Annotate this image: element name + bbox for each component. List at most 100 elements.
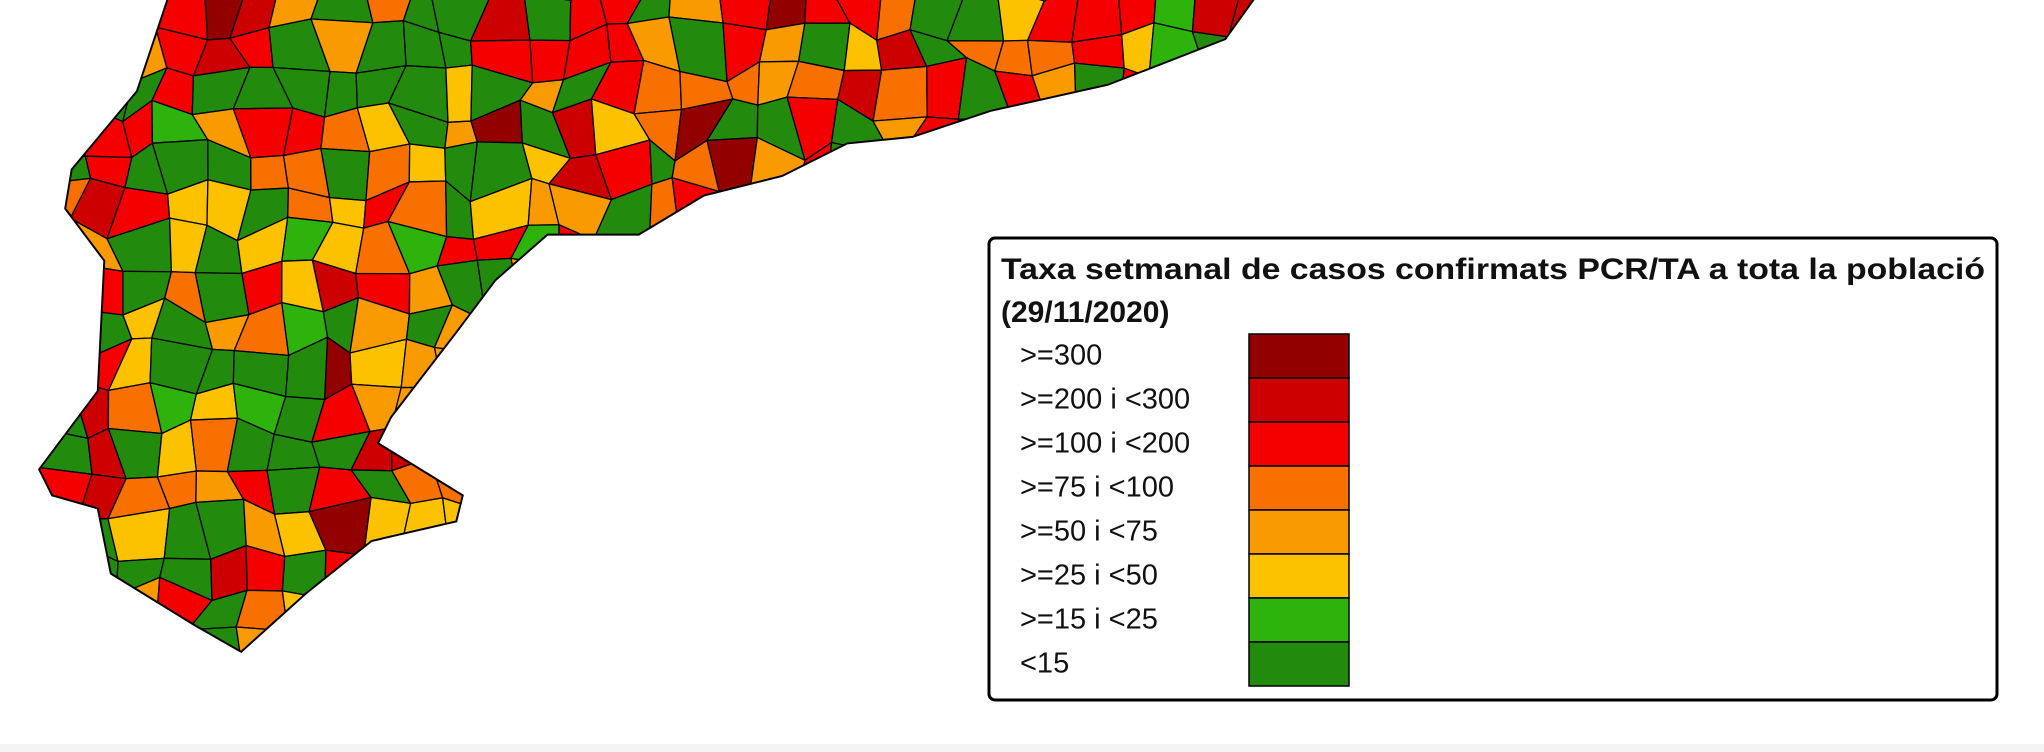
municipality xyxy=(758,350,801,390)
municipality xyxy=(803,417,835,464)
municipality xyxy=(1241,138,1258,189)
municipality xyxy=(758,303,800,364)
legend-label: >=75 i <100 xyxy=(1020,472,1174,504)
municipality xyxy=(746,417,813,473)
municipality xyxy=(368,703,396,748)
municipality xyxy=(907,497,954,563)
municipality xyxy=(39,182,50,235)
municipality xyxy=(39,507,46,558)
municipality xyxy=(919,310,974,352)
municipality xyxy=(194,271,250,324)
municipality xyxy=(589,589,636,642)
municipality xyxy=(0,417,37,471)
municipality xyxy=(312,667,371,720)
municipality xyxy=(39,538,70,592)
municipality xyxy=(39,629,49,652)
municipality xyxy=(1313,110,1372,152)
municipality xyxy=(1161,155,1207,197)
municipality xyxy=(962,136,1009,191)
municipality xyxy=(312,718,371,744)
municipality xyxy=(555,354,607,403)
municipality xyxy=(1124,150,1169,194)
legend-swatch xyxy=(1248,421,1350,467)
municipality xyxy=(748,223,806,263)
municipality xyxy=(870,341,930,394)
municipality xyxy=(250,154,290,191)
legend-label: >=100 i <200 xyxy=(1020,428,1190,460)
municipality xyxy=(556,595,592,640)
municipality xyxy=(39,0,53,36)
municipality xyxy=(590,538,648,598)
legend-title: Taxa setmanal de casos confirmats PCR/TA… xyxy=(1001,253,1985,286)
legend-swatch xyxy=(1248,641,1350,687)
municipality xyxy=(602,400,634,443)
municipality xyxy=(588,268,639,313)
municipality xyxy=(408,143,447,183)
municipality xyxy=(1241,119,1258,154)
municipality xyxy=(41,629,94,652)
municipality xyxy=(392,631,448,652)
municipality xyxy=(1070,191,1127,240)
municipality xyxy=(352,594,413,639)
municipality xyxy=(1191,30,1252,82)
municipality xyxy=(84,0,124,27)
municipality xyxy=(1328,698,1372,749)
bottom-strip xyxy=(0,744,2044,752)
municipality xyxy=(797,338,848,398)
municipality xyxy=(551,545,611,603)
municipality xyxy=(1289,58,1327,123)
municipality xyxy=(1187,138,1245,197)
municipality xyxy=(204,672,243,713)
legend-date: (29/11/2020) xyxy=(1001,296,1169,329)
municipality xyxy=(706,499,762,557)
municipality xyxy=(797,223,847,273)
municipality xyxy=(588,661,642,709)
municipality xyxy=(477,386,531,426)
legend-label: >=15 i <25 xyxy=(1020,604,1158,636)
municipality xyxy=(39,57,92,101)
municipality xyxy=(116,668,160,718)
municipality xyxy=(547,660,601,708)
municipality xyxy=(480,340,530,401)
municipality xyxy=(763,380,813,433)
municipality xyxy=(597,307,632,361)
municipality xyxy=(485,312,525,356)
municipality xyxy=(509,509,557,561)
municipality xyxy=(787,664,848,722)
municipality xyxy=(390,423,447,472)
municipality xyxy=(287,619,331,652)
municipality xyxy=(1203,73,1252,121)
municipality xyxy=(602,354,634,403)
municipality xyxy=(242,662,290,722)
municipality xyxy=(875,417,931,483)
legend-label: >=50 i <75 xyxy=(1020,516,1158,548)
municipality xyxy=(68,96,133,159)
municipality xyxy=(118,624,157,652)
municipality xyxy=(437,597,487,636)
municipality xyxy=(521,302,573,365)
municipality xyxy=(678,555,726,580)
municipality xyxy=(872,116,929,157)
municipality xyxy=(39,56,52,102)
municipality xyxy=(801,457,839,514)
municipality xyxy=(1148,76,1210,117)
municipality xyxy=(912,662,970,716)
municipality xyxy=(67,588,120,635)
municipality xyxy=(602,433,653,468)
municipality xyxy=(1245,56,1258,124)
municipality xyxy=(826,420,886,484)
municipality xyxy=(708,431,766,473)
coastline xyxy=(37,0,1255,653)
municipality xyxy=(683,497,715,559)
legend-box xyxy=(987,236,1999,702)
municipality xyxy=(39,225,47,279)
municipality xyxy=(786,502,840,564)
municipality xyxy=(354,540,413,597)
municipality xyxy=(908,475,974,503)
municipality xyxy=(710,616,765,652)
municipality xyxy=(843,338,886,398)
municipality xyxy=(39,588,94,636)
municipality xyxy=(1119,109,1163,159)
municipality xyxy=(877,276,921,315)
municipality xyxy=(670,345,726,397)
